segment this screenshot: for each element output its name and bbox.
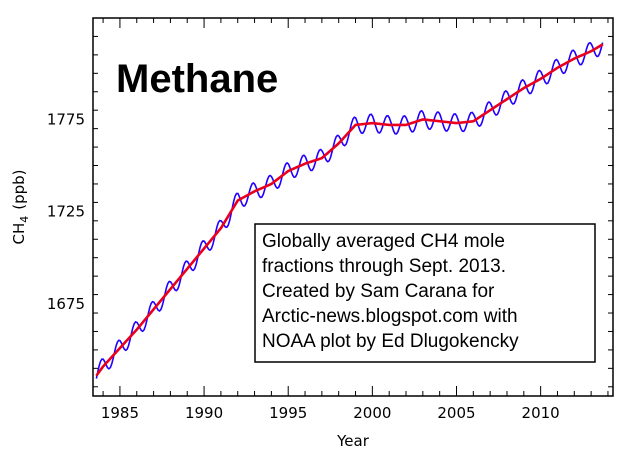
y-tick-label-1675: 1675 [47, 295, 85, 313]
y-axis-label-main: CH [10, 223, 28, 245]
x-tick-label-2000: 2000 [353, 404, 391, 422]
axis-ticks [93, 17, 613, 396]
y-tick-label-1725: 1725 [47, 203, 85, 221]
x-tick-label-2005: 2005 [437, 404, 475, 422]
y-axis-label: CH4 (ppb) [10, 169, 31, 244]
annotation-line-4: Arctic-news.blogspot.com with [262, 306, 518, 327]
series-layer [95, 41, 604, 379]
plot-frame [92, 17, 614, 397]
y-axis-label-unit: (ppb) [10, 169, 28, 209]
annotation-box [254, 223, 596, 363]
axis-tick-labels: 1985 1990 1995 2000 2005 2010 1675 1725 1775 [47, 110, 560, 422]
x-tick-label-2010: 2010 [522, 404, 560, 422]
y-tick-label-1775: 1775 [47, 110, 85, 128]
series-trend-line [95, 43, 604, 377]
y-axis-label-subscript: 4 [18, 216, 31, 223]
x-axis-label: Year [336, 432, 370, 450]
annotation-line-1: Globally averaged CH4 mole [262, 231, 505, 252]
x-tick-label-1985: 1985 [101, 404, 139, 422]
x-tick-label-1990: 1990 [185, 404, 223, 422]
annotation-line-2: fractions through Sept. 2013. [262, 256, 506, 277]
annotation-line-5: NOAA plot by Ed Dlugokencky [262, 331, 519, 352]
annotation-line-3: Created by Sam Carana for [262, 281, 495, 302]
x-tick-label-1995: 1995 [269, 404, 307, 422]
chart-title: Methane [116, 57, 278, 101]
